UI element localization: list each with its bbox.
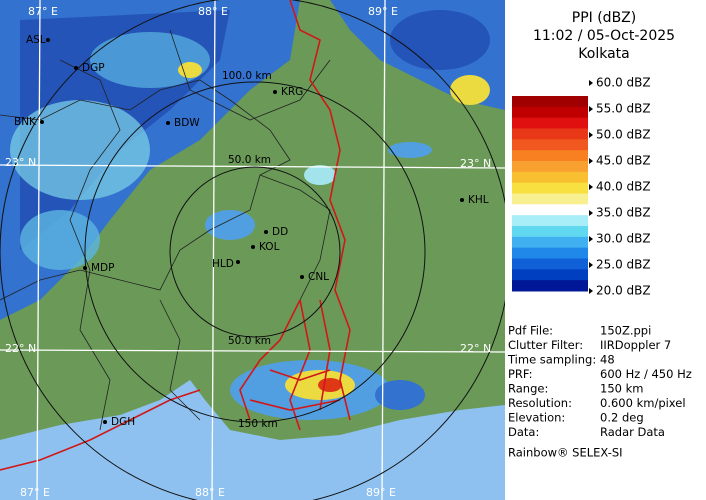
place-label: HLD bbox=[212, 258, 234, 270]
info-value: 600 Hz / 450 Hz bbox=[600, 367, 692, 381]
grid-label: 89° E bbox=[368, 5, 398, 18]
info-value: 48 bbox=[600, 353, 615, 367]
info-value: 0.600 km/pixel bbox=[600, 396, 686, 410]
colorbar-label: 30.0 dBZ bbox=[596, 232, 651, 246]
colorbar-band bbox=[512, 204, 588, 216]
grid-label: 89° E bbox=[366, 486, 396, 499]
place-label: CNL bbox=[308, 271, 329, 283]
place-label: KRG bbox=[281, 86, 303, 98]
station: Kolkata bbox=[578, 46, 629, 62]
grid-label: 22° N bbox=[460, 342, 491, 355]
map: 87° E 88° E 89° E 23° N 23° N 22° N 22° … bbox=[0, 0, 505, 500]
info-key: PRF: bbox=[508, 367, 533, 381]
colorbar-band bbox=[512, 96, 588, 108]
colorbar-band bbox=[512, 280, 588, 292]
colorbar-tick bbox=[589, 184, 593, 190]
colorbar-tick bbox=[589, 236, 593, 242]
colorbar-label: 50.0 dBZ bbox=[596, 128, 651, 142]
colorbar-label: 45.0 dBZ bbox=[596, 154, 651, 168]
colorbar-band bbox=[512, 106, 588, 119]
colorbar: 60.0 dBZ 55.0 dBZ 50.0 dBZ 45.0 dBZ 40.0 dBZ… bbox=[512, 76, 651, 298]
range-label: 100.0 km bbox=[222, 70, 272, 82]
colorbar-band bbox=[512, 117, 588, 129]
place-label: DD bbox=[272, 226, 288, 238]
sea bbox=[0, 380, 505, 500]
colorbar-tick bbox=[589, 288, 593, 294]
grid-label: 22° N bbox=[5, 342, 36, 355]
colorbar-band bbox=[512, 247, 588, 259]
info-value: 0.2 deg bbox=[600, 411, 644, 425]
colorbar-band bbox=[512, 215, 588, 227]
range-label: 50.0 km bbox=[228, 154, 271, 166]
place-label: KHL bbox=[468, 194, 489, 206]
grid-label: 88° E bbox=[195, 486, 225, 499]
footer: Rainbow® SELEX-SI bbox=[508, 446, 623, 460]
colorbar-band bbox=[512, 193, 588, 205]
colorbar-band bbox=[512, 226, 588, 238]
colorbar-band bbox=[512, 236, 588, 249]
legend-panel: PPI (dBZ) 11:02 / 05-Oct-2025 Kolkata 60… bbox=[507, 10, 692, 460]
grid-label: 23° N bbox=[460, 157, 491, 170]
echoes bbox=[0, 0, 505, 420]
time: 11:02 / 05-Oct-2025 bbox=[533, 28, 675, 44]
info-key: Pdf File: bbox=[508, 324, 553, 338]
range-rings bbox=[0, 0, 505, 500]
info-key: Data: bbox=[508, 425, 539, 439]
colorbar-label: 25.0 dBZ bbox=[596, 258, 651, 272]
info-key: Time sampling: bbox=[507, 353, 596, 367]
place-label: DGH bbox=[111, 416, 135, 428]
info-value: IIRDoppler 7 bbox=[600, 338, 671, 352]
info-value: 150 km bbox=[600, 382, 643, 396]
grid-label: 88° E bbox=[198, 5, 228, 18]
colorbar-band bbox=[512, 182, 588, 194]
grid-label: 23° N bbox=[5, 156, 36, 169]
info-key: Range: bbox=[508, 382, 548, 396]
place-label: ASL bbox=[26, 34, 46, 46]
info-table: Pdf File: 150Z.ppi Clutter Filter: IIRDoppl… bbox=[507, 324, 692, 440]
colorbar-band bbox=[512, 171, 588, 184]
place-label: BDW bbox=[174, 117, 200, 129]
colorbar-tick bbox=[589, 210, 593, 216]
place-label: DGP bbox=[82, 62, 105, 74]
grid-label: 87° E bbox=[28, 5, 58, 18]
info-value: Radar Data bbox=[600, 425, 665, 439]
grid-label: 87° E bbox=[20, 486, 50, 499]
info-key: Elevation: bbox=[508, 411, 565, 425]
range-label: 50.0 km bbox=[228, 335, 271, 347]
info-value: 150Z.ppi bbox=[600, 324, 651, 338]
places bbox=[40, 38, 464, 424]
colorbar-band bbox=[512, 269, 588, 281]
info-key: Resolution: bbox=[508, 396, 572, 410]
colorbar-label: 60.0 dBZ bbox=[596, 76, 651, 90]
colorbar-label: 40.0 dBZ bbox=[596, 180, 651, 194]
colorbar-band bbox=[512, 161, 588, 173]
title: PPI (dBZ) bbox=[572, 10, 636, 26]
boundaries bbox=[0, 0, 351, 471]
colorbar-band bbox=[512, 258, 588, 270]
colorbar-tick bbox=[589, 106, 593, 112]
colorbar-label: 55.0 dBZ bbox=[596, 102, 651, 116]
place-label: BNK bbox=[14, 116, 37, 128]
colorbar-tick bbox=[589, 262, 593, 268]
colorbar-band bbox=[512, 150, 588, 162]
place-label: MDP bbox=[91, 262, 114, 274]
range-label: 150 km bbox=[238, 418, 278, 430]
colorbar-band bbox=[512, 128, 588, 140]
colorbar-tick bbox=[589, 132, 593, 138]
place-label: KOL bbox=[259, 241, 280, 253]
colorbar-tick bbox=[589, 158, 593, 164]
colorbar-label: 35.0 dBZ bbox=[596, 206, 651, 220]
colorbar-tick bbox=[589, 80, 593, 86]
colorbar-band bbox=[512, 139, 588, 151]
info-key: Clutter Filter: bbox=[508, 338, 583, 352]
colorbar-label: 20.0 dBZ bbox=[596, 284, 651, 298]
